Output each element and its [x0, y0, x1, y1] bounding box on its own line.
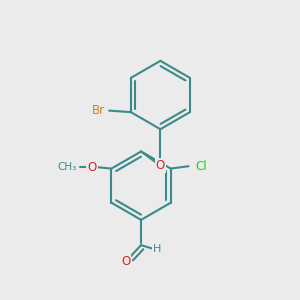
Text: CH₃: CH₃	[58, 162, 77, 172]
Text: H: H	[153, 244, 162, 254]
Text: O: O	[156, 159, 165, 172]
Text: O: O	[121, 255, 130, 268]
Text: O: O	[88, 160, 97, 174]
Text: Br: Br	[92, 104, 105, 117]
Text: Cl: Cl	[195, 160, 207, 173]
